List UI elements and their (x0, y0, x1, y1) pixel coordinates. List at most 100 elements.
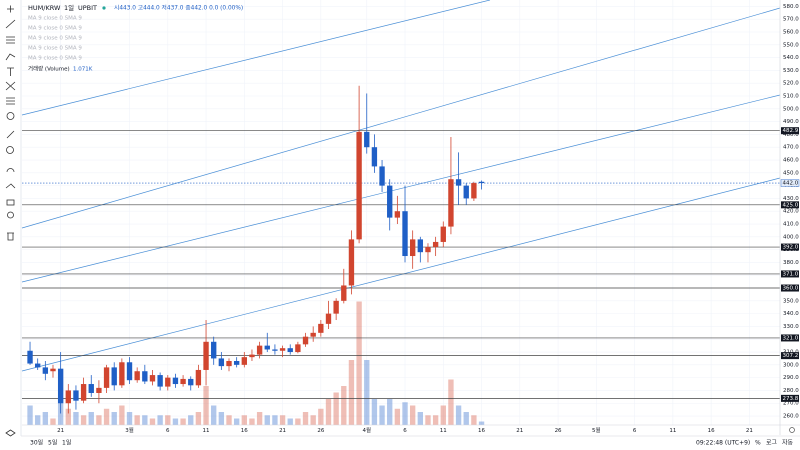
y-tick-label: 410.0 (783, 222, 799, 228)
candle-body (195, 369, 202, 386)
volume-bar (111, 412, 117, 425)
x-tick-label: 21 (57, 428, 64, 434)
range-button[interactable]: 30일 (30, 439, 43, 447)
volume-bar (42, 412, 49, 425)
volume-bar (241, 415, 247, 425)
emoji-tool[interactable] (6, 112, 15, 120)
line-tool[interactable] (5, 19, 16, 29)
candle-body (448, 179, 454, 227)
candle-body (440, 226, 446, 242)
volume-pane (27, 301, 485, 425)
volume-bar (341, 386, 347, 425)
x-tick-label: 5월 (592, 426, 601, 434)
pattern-tool[interactable] (5, 53, 16, 61)
volume-bar (333, 392, 339, 425)
layers-tool[interactable] (5, 429, 16, 437)
candle-body (279, 348, 286, 351)
trend-line[interactable] (21, 0, 491, 116)
candle-body (348, 239, 355, 286)
magnet-tool[interactable] (6, 168, 15, 173)
volume-bar (394, 408, 401, 425)
volume-bar (471, 415, 477, 425)
candle-body (233, 360, 240, 365)
volume-bar (157, 415, 163, 425)
candle-body (226, 360, 232, 367)
volume-bar (387, 399, 393, 425)
range-button[interactable]: 5일 (48, 439, 57, 447)
y-tick-label: 560.0 (783, 30, 799, 36)
candle-body (325, 313, 332, 324)
level-label: 360.0 (783, 286, 799, 292)
trend-line[interactable] (21, 94, 781, 283)
volume-bar (165, 415, 171, 425)
settings-button[interactable] (789, 427, 795, 433)
fib-tool[interactable] (6, 36, 15, 44)
scale-button[interactable]: % (755, 440, 761, 447)
candle-body (188, 378, 194, 386)
x-tick-label: 26 (317, 428, 324, 434)
candle-body (318, 323, 324, 333)
volume-bar (126, 412, 133, 425)
y-tick-label: 540.0 (783, 55, 799, 61)
candle-body (341, 285, 347, 301)
scale-button[interactable]: 자동 (782, 439, 794, 447)
stay-drawing-tool[interactable] (5, 183, 16, 189)
measure-tool[interactable] (5, 81, 16, 91)
volume-bar (96, 415, 102, 425)
volume-bar (402, 402, 408, 425)
lock-tool[interactable] (6, 199, 15, 206)
y-tick-label: 330.0 (783, 324, 799, 330)
candle-body (241, 357, 247, 365)
volume-bar (440, 405, 446, 425)
candle-body (211, 341, 217, 359)
candle-body (126, 362, 133, 381)
volume-bar (188, 415, 194, 425)
forecast-tool[interactable] (6, 97, 15, 105)
x-tick-label: 6 (403, 428, 407, 434)
level-label: 273.8 (783, 396, 799, 402)
candle-body (65, 390, 71, 404)
volume-bar (364, 360, 370, 425)
range-button[interactable]: 1일 (62, 439, 71, 447)
volume-bar (256, 412, 263, 425)
level-label-box (781, 201, 799, 209)
y-tick-label: 420.0 (783, 209, 799, 215)
indicator: MA 9 close 0 SMA 9 (28, 36, 82, 42)
candle-body (295, 344, 301, 353)
candle-body (256, 345, 263, 355)
last-price-box (780, 179, 800, 187)
candle-body (287, 348, 293, 353)
ohlc-legend: 시443.0 고444.0 저437.0 종442.0 0.0 (0.00%) (114, 4, 243, 12)
volume-name: 거래량 (Volume) (28, 65, 70, 73)
candle-body (272, 349, 278, 351)
candle-body (119, 362, 125, 386)
y-tick-label: 490.0 (783, 119, 799, 125)
x-tick-label: 6 (166, 428, 170, 434)
volume-bar (432, 415, 439, 425)
toolbar-icons (5, 5, 16, 437)
price-axis: 260.0270.0280.0290.0300.0310.0320.0330.0… (57, 4, 799, 434)
last-price-label: 442.0 (783, 181, 799, 187)
delete-tool[interactable] (7, 232, 14, 241)
volume-bar (134, 415, 140, 425)
volume-bar (27, 405, 33, 425)
volume-bar (35, 415, 41, 425)
candle-body (27, 350, 33, 364)
volume-bar (348, 360, 355, 425)
zoom-tool[interactable] (6, 146, 14, 154)
trend-line[interactable] (21, 7, 781, 229)
volume-value: 1.071K (73, 67, 93, 73)
ruler-tool[interactable] (6, 130, 15, 139)
hide-tool[interactable] (7, 211, 14, 219)
crosshair-tool[interactable] (7, 5, 14, 13)
volume-bar (417, 412, 424, 425)
trend-line[interactable] (21, 177, 781, 372)
y-tick-label: 430.0 (783, 196, 799, 202)
volume-bar (409, 405, 416, 425)
scale-button[interactable]: 로그 (766, 440, 778, 447)
y-tick-label: 570.0 (783, 17, 799, 23)
candle-body (180, 378, 186, 385)
x-tick-label: 21 (279, 428, 286, 434)
text-tool[interactable] (7, 67, 14, 76)
y-tick-label: 510.0 (783, 94, 799, 100)
